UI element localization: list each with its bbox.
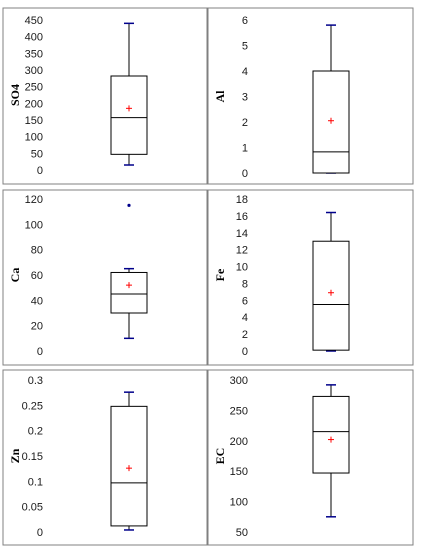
iqr-box <box>110 405 148 527</box>
y-tick-label: 12 <box>236 245 248 257</box>
y-tick-label: 5 <box>242 41 248 53</box>
outlier-point <box>127 203 131 207</box>
y-tick-label: 60 <box>31 270 43 282</box>
mean-marker <box>126 105 132 112</box>
y-tick-label: 20 <box>31 321 43 333</box>
iqr-box <box>110 75 148 155</box>
y-tick-label: 3 <box>242 92 248 104</box>
y-tick-label: 0 <box>37 165 43 177</box>
y-tick-label: 0.2 <box>28 426 43 438</box>
y-tick-label: 0 <box>242 346 248 358</box>
panel-ca: 0 20 40 60 80 100 120 Ca <box>2 189 208 366</box>
y-tick-label: 100 <box>25 219 43 231</box>
y-tick-label: 100 <box>230 497 248 509</box>
y-tick-label: 4 <box>242 312 248 324</box>
y-tick-label: 1 <box>242 143 248 155</box>
y-tick-label: 120 <box>25 194 43 206</box>
y-tick-label: 200 <box>25 98 43 110</box>
mean-marker <box>328 289 334 296</box>
y-tick-label: 18 <box>236 194 248 206</box>
mean-marker <box>126 282 132 289</box>
y-tick-label: 300 <box>230 375 248 387</box>
y-tick-label: 2 <box>242 329 248 341</box>
y-tick-label: 0.25 <box>22 400 43 412</box>
y-tick-label: 0.3 <box>28 375 43 387</box>
y-axis-title: EC <box>213 448 227 465</box>
y-tick-label: 0.05 <box>22 502 43 514</box>
y-tick-label: 0 <box>242 168 248 180</box>
panel-frame <box>2 189 208 366</box>
y-tick-label: 0 <box>37 527 43 539</box>
y-tick-label: 150 <box>25 115 43 127</box>
y-tick-label: 6 <box>242 15 248 27</box>
y-axis-title: Ca <box>8 268 22 283</box>
y-tick-label: 40 <box>31 295 43 307</box>
y-tick-label: 300 <box>25 65 43 77</box>
panel-zn: 0 0.05 0.1 0.15 0.2 0.25 0.3 Zn <box>2 369 208 546</box>
mean-marker <box>126 465 132 472</box>
mean-marker <box>328 117 334 124</box>
y-tick-label: 400 <box>25 32 43 44</box>
y-tick-label: 350 <box>25 48 43 60</box>
y-tick-label: 50 <box>236 527 248 539</box>
y-tick-label: 6 <box>242 295 248 307</box>
panel-frame <box>2 7 208 185</box>
y-axis-title: SO4 <box>8 84 22 106</box>
iqr-box <box>312 395 350 474</box>
panel-frame <box>207 7 414 185</box>
panel-frame <box>207 189 414 366</box>
y-tick-label: 0 <box>37 346 43 358</box>
y-tick-label: 2 <box>242 117 248 129</box>
iqr-box <box>110 271 148 314</box>
y-tick-label: 0.1 <box>28 476 43 488</box>
y-tick-label: 10 <box>236 262 248 274</box>
y-tick-label: 200 <box>230 436 248 448</box>
panel-al: 0 1 2 3 4 5 6 Al <box>207 7 414 185</box>
y-tick-label: 0.15 <box>22 451 43 463</box>
y-tick-label: 450 <box>25 15 43 27</box>
panel-frame <box>207 369 414 546</box>
panel-frame <box>2 369 208 546</box>
y-tick-label: 14 <box>236 228 248 240</box>
panel-so4: 0 50 100 150 200 250 300 350 400 450 SO4 <box>2 7 208 185</box>
y-tick-label: 4 <box>242 66 248 78</box>
y-tick-label: 250 <box>25 82 43 94</box>
y-axis-title: Zn <box>8 448 22 463</box>
y-tick-label: 150 <box>230 466 248 478</box>
mean-marker <box>328 436 334 443</box>
panel-ec: 50 100 150 200 250 300 EC <box>207 369 414 546</box>
y-axis-title: Al <box>213 90 227 103</box>
y-tick-label: 8 <box>242 278 248 290</box>
y-tick-label: 250 <box>230 405 248 417</box>
y-tick-label: 50 <box>31 148 43 160</box>
y-tick-label: 100 <box>25 132 43 144</box>
y-tick-label: 80 <box>31 245 43 257</box>
panel-fe: 0 2 4 6 8 10 12 14 16 18 Fe <box>207 189 414 366</box>
y-axis-title: Fe <box>213 268 227 281</box>
y-tick-label: 16 <box>236 211 248 223</box>
